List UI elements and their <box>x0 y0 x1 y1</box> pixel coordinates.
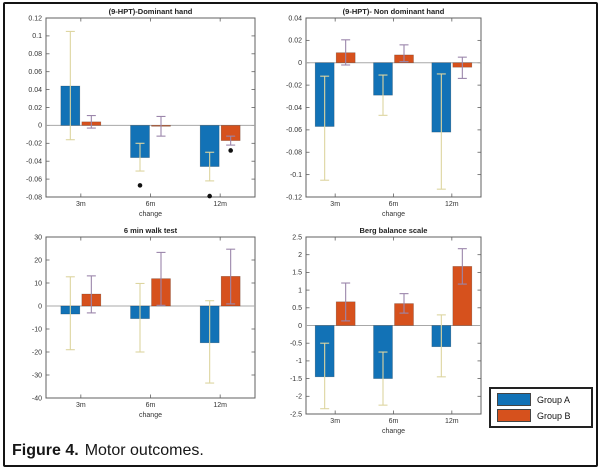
y-tick-label: 0 <box>38 123 42 130</box>
significance-dot <box>207 193 212 199</box>
y-tick-label: -1.5 <box>290 376 302 383</box>
x-tick-label: 6m <box>146 201 156 208</box>
y-tick-label: 2 <box>298 252 302 259</box>
y-tick-label: -0.06 <box>26 176 42 183</box>
chart-berg-balance-scale: 2.5 2 1.5 1 0.5 0 -0.5 -1 -1.5 -2 -2.5 3m 6m 12m Berg … <box>266 224 488 440</box>
legend-label-group-a: Group A <box>537 394 571 405</box>
y-tick-label: -40 <box>32 395 42 402</box>
y-tick-label: 0.02 <box>288 38 302 45</box>
legend-label-group-b: Group B <box>537 410 571 421</box>
y-tick-label: -30 <box>32 372 42 379</box>
y-tick-label: 0.04 <box>28 87 42 94</box>
y-tick-label: 1 <box>298 287 302 294</box>
y-tick-label: -2 <box>296 394 302 401</box>
legend-item-group-a: Group A <box>497 393 585 406</box>
x-tick-label: 12m <box>213 201 227 208</box>
y-tick-label: -0.06 <box>286 127 302 134</box>
y-tick-label: -1 <box>296 358 302 365</box>
y-tick-label: -0.1 <box>290 172 302 179</box>
caption-text: Motor outcomes. <box>84 442 204 459</box>
y-tick-label: 0.02 <box>28 105 42 112</box>
significance-dot <box>228 148 233 153</box>
x-axis-label: change <box>139 211 162 218</box>
y-tick-label: -2.5 <box>290 411 302 418</box>
y-tick-label: -0.02 <box>26 141 42 148</box>
caption-label: Figure 4. <box>12 442 79 459</box>
chart-canvas: 0.04 0.02 0 -0.02 -0.04 -0.06 -0.08 -0.1 -0.12 3m… <box>286 7 482 218</box>
chart-title: Berg balance scale <box>360 226 428 235</box>
plot-box <box>305 17 482 198</box>
x-tick-label: 12m <box>213 402 227 409</box>
chart-9hpt-non-dominant-hand: 0.04 0.02 0 -0.02 -0.04 -0.06 -0.08 -0.1 -0.12 3m… <box>266 5 488 223</box>
significance-dot <box>137 183 143 188</box>
y-tick-label: 20 <box>34 257 42 264</box>
chart-title: 6 min walk test <box>124 226 178 235</box>
y-tick-label: -0.5 <box>290 341 302 348</box>
figure-caption: Figure 4. Motor outcomes. <box>12 442 204 460</box>
y-tick-label: -0.08 <box>26 194 42 201</box>
x-axis-label: change <box>382 211 405 218</box>
y-tick-label: 0.5 <box>292 305 302 312</box>
y-tick-label: 1.5 <box>292 270 302 277</box>
y-tick-label: -0.12 <box>286 194 302 201</box>
x-tick-label: 6m <box>389 418 399 425</box>
x-tick-label: 3m <box>330 418 340 425</box>
plot-box <box>45 236 256 399</box>
group-b-color-swatch <box>497 409 531 422</box>
y-tick-label: -0.02 <box>286 82 302 89</box>
x-tick-label: 6m <box>389 201 399 208</box>
y-tick-label: 2.5 <box>292 234 302 241</box>
x-axis-label: change <box>139 412 162 419</box>
y-tick-label: 10 <box>34 280 42 287</box>
x-tick-label: 12m <box>445 418 459 425</box>
group-a-color-swatch <box>497 393 531 406</box>
y-tick-label: -10 <box>32 326 42 333</box>
chart-title: (9-HPT)-Dominant hand <box>109 7 193 16</box>
y-tick-label: 0.08 <box>28 51 42 58</box>
y-tick-label: -0.04 <box>26 159 42 166</box>
x-tick-label: 3m <box>76 402 86 409</box>
x-tick-label: 6m <box>146 402 156 409</box>
chart-9hpt-dominant-hand: 0.12 0.1 0.08 0.06 0.04 0.02 0 -0.02 -0.04 -0.06 -… <box>6 5 262 223</box>
y-tick-label: 0 <box>298 323 302 330</box>
y-tick-label: -20 <box>32 349 42 356</box>
x-tick-label: 3m <box>330 201 340 208</box>
chart-title: (9-HPT)- Non dominant hand <box>343 7 445 16</box>
legend: Group A Group B <box>489 387 593 428</box>
x-axis-label: change <box>382 428 405 435</box>
y-tick-label: -0.04 <box>286 105 302 112</box>
chart-canvas: 2.5 2 1.5 1 0.5 0 -0.5 -1 -1.5 -2 -2.5 3m 6m 12m Berg … <box>290 226 482 435</box>
y-tick-label: 0.12 <box>28 15 42 22</box>
y-tick-label: 0.1 <box>32 33 42 40</box>
legend-item-group-b: Group B <box>497 409 585 422</box>
y-tick-label: 0.04 <box>288 15 302 22</box>
chart-canvas: 30 20 10 0 -10 -20 -30 -40 3m 6m 12m 6 min walk tes… <box>32 226 256 419</box>
y-tick-label: 30 <box>34 234 42 241</box>
x-tick-label: 3m <box>76 201 86 208</box>
y-tick-label: 0.06 <box>28 69 42 76</box>
y-tick-label: 0 <box>298 60 302 67</box>
chart-canvas: 0.12 0.1 0.08 0.06 0.04 0.02 0 -0.02 -0.04 -0.06 -… <box>26 7 256 218</box>
chart-6-min-walk-test: 30 20 10 0 -10 -20 -30 -40 3m 6m 12m 6 min walk tes… <box>6 224 262 424</box>
y-tick-label: 0 <box>38 303 42 310</box>
x-tick-label: 12m <box>445 201 459 208</box>
y-tick-label: -0.08 <box>286 150 302 157</box>
